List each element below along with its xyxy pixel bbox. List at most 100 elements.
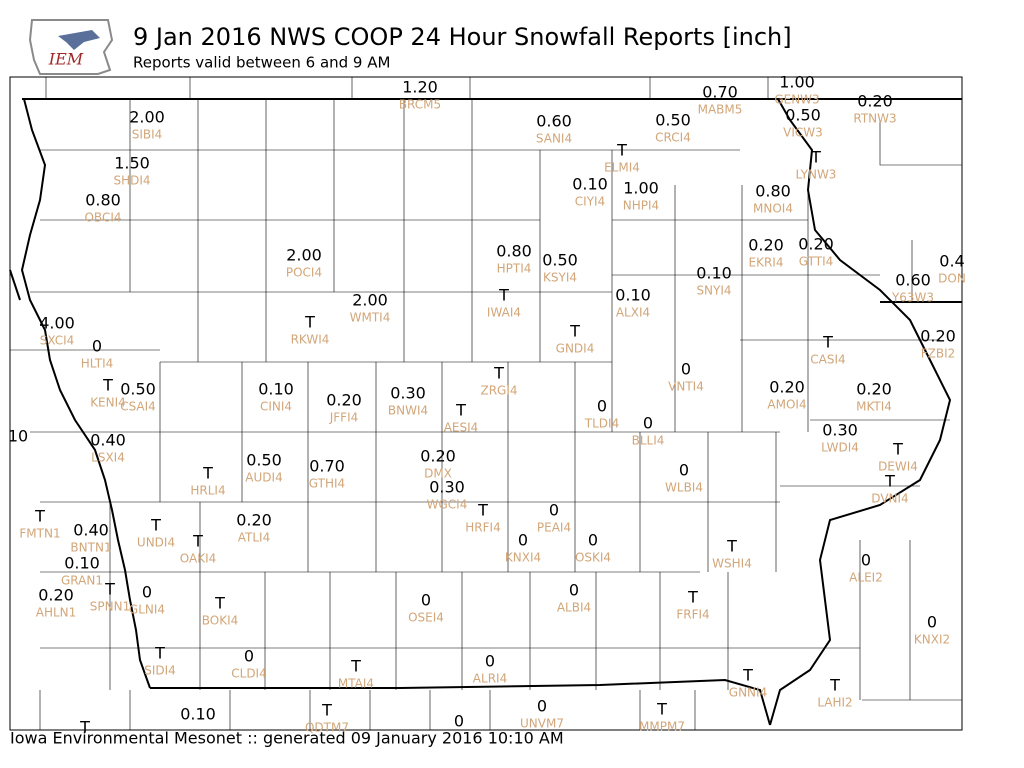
snow-value: 0.20 (748, 236, 784, 255)
snow-value: 0.30 (429, 478, 465, 497)
snow-value: T (726, 537, 737, 556)
station-id: OSKI4 (575, 551, 611, 565)
station-id: LWDI4 (821, 441, 859, 455)
snow-value: 0.80 (755, 182, 791, 201)
station-id: EKRI4 (749, 256, 784, 270)
station-id: FRFI4 (676, 608, 709, 622)
snow-value: 0 (588, 531, 598, 550)
county-lines (10, 77, 962, 730)
snow-value: 0.20 (920, 327, 956, 346)
snow-value: 0.50 (785, 106, 821, 125)
station-id: AESI4 (444, 421, 479, 435)
station-id: WLBI4 (665, 481, 703, 495)
snow-value: T (350, 657, 361, 676)
snow-value: 0 (518, 531, 528, 550)
station-id: GNNI4 (729, 686, 767, 700)
snow-value: T (822, 333, 833, 352)
snow-value: T (884, 472, 895, 491)
station-id: SPNN1 (90, 600, 130, 614)
snow-value: 0.30 (822, 421, 858, 440)
station-id: GNDI4 (556, 342, 595, 356)
station-id: RTNW3 (853, 112, 896, 126)
logo-text: IEM (48, 50, 84, 69)
station-id: JFFI4 (329, 411, 359, 425)
station-id: ELMI4 (604, 161, 640, 175)
snow-value: T (477, 501, 488, 520)
snow-value: 0.40 (90, 431, 126, 450)
snow-value: 0 (244, 647, 254, 666)
snow-value: 0.10 (64, 554, 100, 573)
snow-value: 0.10 (696, 264, 732, 283)
station-id: OBCI4 (84, 211, 121, 225)
snow-value: 0.50 (542, 251, 578, 270)
snow-value: 0.4 (939, 252, 964, 271)
snow-value: 1.00 (779, 73, 815, 92)
snow-value: 0.70 (309, 457, 345, 476)
state-borders (9, 98, 962, 726)
station-id: KENI4 (90, 396, 126, 410)
logo: IEM (28, 19, 114, 75)
snow-value: 0.10 (572, 175, 608, 194)
station-id: SNYI4 (696, 284, 731, 298)
snow-value: 0 (569, 581, 579, 600)
snow-value: 0 (421, 591, 431, 610)
station-id: LYNW3 (796, 168, 837, 182)
station-id: ALBI4 (557, 601, 591, 615)
station-id: DON (938, 272, 966, 286)
station-id: POCI4 (286, 266, 322, 280)
snow-value: T (616, 141, 627, 160)
snow-value: 0.80 (85, 191, 121, 210)
station-id: DVNI4 (871, 492, 908, 506)
station-id: ALXI4 (616, 306, 650, 320)
snow-value: 0.20 (326, 391, 362, 410)
snow-value: 0.50 (246, 451, 282, 470)
station-id: MKTI4 (856, 400, 892, 414)
snow-value: 2.00 (286, 246, 322, 265)
station-id: RKWI4 (291, 333, 330, 347)
station-id: ALEI2 (849, 571, 883, 585)
snow-value: T (304, 313, 315, 332)
snow-value: 0.70 (702, 83, 738, 102)
station-id: TLDI4 (584, 417, 619, 431)
subtitle: Reports valid between 6 and 9 AM (133, 54, 390, 72)
snow-value: T (742, 666, 753, 685)
snow-value: 0 (681, 360, 691, 379)
station-id: CASI4 (810, 353, 845, 367)
station-id: DEWI4 (878, 460, 918, 474)
station-id: SXCI4 (40, 334, 75, 348)
station-id: OAKI4 (180, 552, 217, 566)
snow-value: 0.20 (420, 447, 456, 466)
snow-value: T (656, 700, 667, 719)
station-id: MNOI4 (753, 202, 793, 216)
snow-value: T (810, 148, 821, 167)
station-id: UNVM7 (520, 717, 564, 731)
snow-value: T (455, 401, 466, 420)
station-id: SHDI4 (113, 174, 150, 188)
station-id: CRCI4 (655, 131, 691, 145)
snow-value: 1.50 (114, 154, 150, 173)
station-id: GTTI4 (799, 255, 834, 269)
snow-value: T (202, 464, 213, 483)
snow-value: 0 (485, 652, 495, 671)
station-id: WSHI4 (712, 557, 752, 571)
snow-value: 0 (142, 583, 152, 602)
station-id: SIDI4 (144, 664, 176, 678)
station-id: DMX (424, 467, 452, 481)
station-id: VNTI4 (668, 380, 704, 394)
snow-value: 0.20 (857, 92, 893, 111)
snow-value: 0 (861, 551, 871, 570)
station-id: QDTM7 (305, 721, 349, 735)
station-id: HLTI4 (81, 357, 114, 371)
station-id: SIBI4 (132, 128, 163, 142)
snow-value: 0 (549, 501, 559, 520)
snow-value: T (154, 644, 165, 663)
station-id: OSEI4 (408, 611, 444, 625)
station-id: SANI4 (536, 132, 572, 146)
snow-value: 10 (8, 427, 28, 446)
snow-value: T (34, 507, 45, 526)
station-id: VICW3 (783, 126, 823, 140)
station-id: FZBI2 (921, 347, 956, 361)
station-id: FMTN1 (19, 527, 60, 541)
snow-value: T (150, 516, 161, 535)
